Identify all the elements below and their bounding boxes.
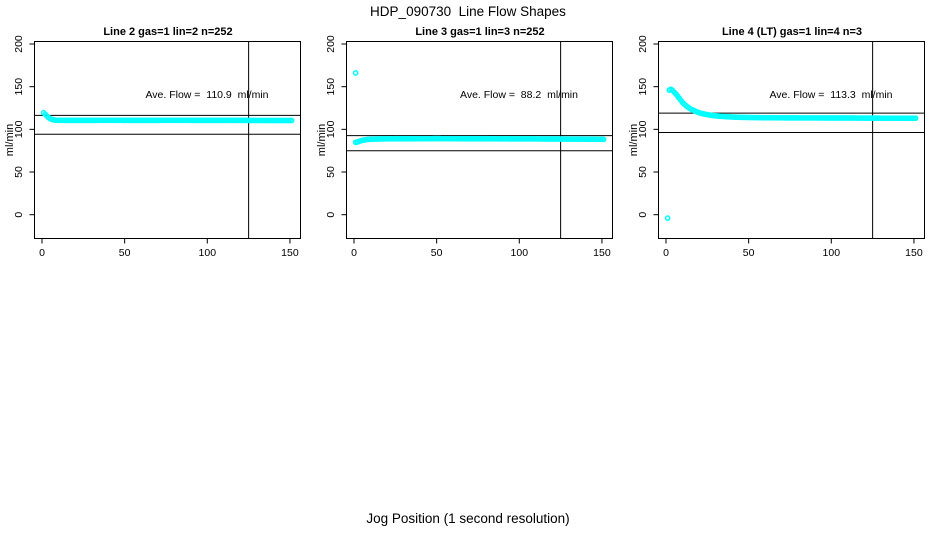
y-tick-label: 100 xyxy=(637,120,649,138)
x-tick-label: 150 xyxy=(281,247,299,259)
panel-title: Line 2 gas=1 lin=2 n=252 xyxy=(103,26,233,38)
x-tick-label: 100 xyxy=(823,247,841,259)
x-tick-label: 50 xyxy=(431,247,443,259)
data-point xyxy=(600,136,607,143)
ave-flow-annotation: Ave. Flow = 110.9 ml/min xyxy=(145,89,269,101)
scatter-plot: 0 50 100 150 0 50 100 150 200 xyxy=(325,35,613,259)
plot-box xyxy=(34,41,301,239)
x-tick-label: 0 xyxy=(351,247,357,259)
x-axis-label: Jog Position (1 second resolution) xyxy=(366,511,570,526)
x-tick-label: 0 xyxy=(663,247,669,259)
panel-line-3: Line 3 gas=1 lin=3 n=252 ml/min Ave. Flo… xyxy=(312,0,624,265)
y-tick-label: 50 xyxy=(325,166,337,178)
panel-title: Line 4 (LT) gas=1 lin=4 n=3 xyxy=(721,26,863,38)
x-tick-label: 50 xyxy=(119,247,131,259)
panel-line-4: Line 4 (LT) gas=1 lin=4 n=3 ml/min Ave. … xyxy=(624,0,936,265)
x-tick-label: 0 xyxy=(39,247,45,259)
x-tick-label: 150 xyxy=(905,247,923,259)
ave-flow-annotation: Ave. Flow = 88.2 ml/min xyxy=(460,89,578,101)
outlier-point xyxy=(352,70,359,76)
y-tick-label: 150 xyxy=(637,78,649,96)
y-tick-label: 0 xyxy=(637,212,649,218)
plot-box xyxy=(658,41,925,239)
y-tick-label: 0 xyxy=(13,212,25,218)
panel-title: Line 3 gas=1 lin=3 n=252 xyxy=(415,26,545,38)
y-tick-label: 50 xyxy=(637,166,649,178)
ave-flow-annotation: Ave. Flow = 113.3 ml/min xyxy=(769,89,893,101)
x-tick-label: 100 xyxy=(511,247,529,259)
y-tick-label: 200 xyxy=(637,35,649,53)
scatter-plot: 0 50 100 150 0 50 100 150 200 xyxy=(13,35,301,259)
x-tick-label: 50 xyxy=(743,247,755,259)
y-tick-label: 0 xyxy=(325,212,337,218)
y-tick-label: 150 xyxy=(325,78,337,96)
y-tick-label: 100 xyxy=(325,120,337,138)
y-tick-label: 150 xyxy=(13,78,25,96)
y-tick-label: 200 xyxy=(325,35,337,53)
x-tick-label: 100 xyxy=(199,247,217,259)
main-title: HDP_090730 Line Flow Shapes xyxy=(370,4,566,19)
plot-box xyxy=(346,41,613,239)
y-tick-label: 200 xyxy=(13,35,25,53)
scatter-plot: 0 50 100 150 0 50 100 150 200 xyxy=(637,35,925,259)
x-tick-label: 150 xyxy=(593,247,611,259)
data-point xyxy=(288,117,295,124)
y-tick-label: 100 xyxy=(13,120,25,138)
y-tick-label: 50 xyxy=(13,166,25,178)
outlier-point xyxy=(664,215,671,221)
data-point xyxy=(912,115,919,122)
panel-line-2: Line 2 gas=1 lin=2 n=252 ml/min Ave. Flo… xyxy=(0,0,312,265)
